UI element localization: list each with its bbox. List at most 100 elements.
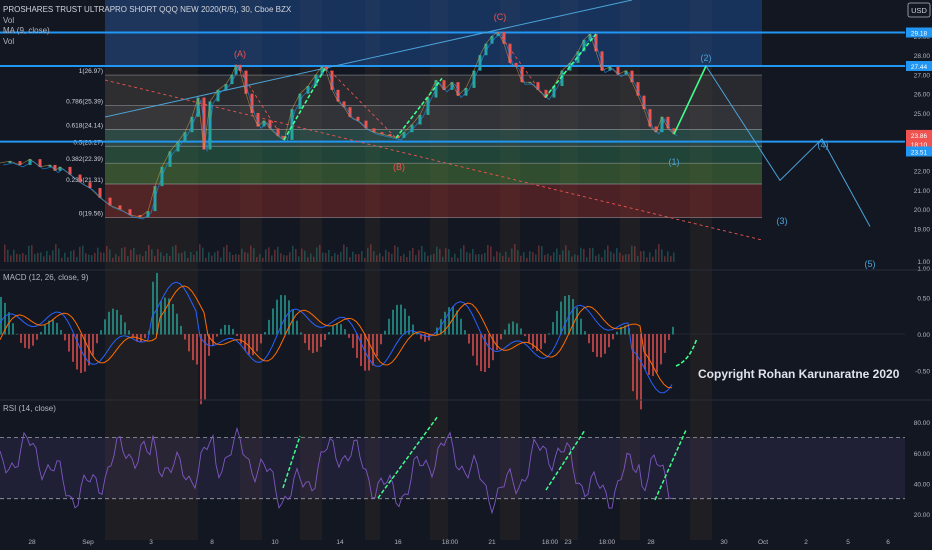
volume-bar bbox=[142, 256, 144, 262]
price-tag-label: 27.44 bbox=[911, 64, 928, 71]
volume-bar bbox=[502, 255, 504, 262]
volume-bar bbox=[664, 256, 666, 262]
rsi-tick-label: 20.00 bbox=[914, 512, 931, 519]
price-tag-label: 29.18 bbox=[911, 31, 928, 38]
volume-bar bbox=[31, 245, 33, 262]
volume-bar bbox=[466, 252, 468, 262]
macd-histogram-bar bbox=[512, 321, 514, 335]
time-tick-label: 14 bbox=[336, 539, 344, 546]
volume-bar bbox=[415, 255, 417, 262]
macd-histogram-bar bbox=[160, 301, 162, 335]
candle bbox=[68, 166, 72, 175]
candle bbox=[648, 109, 652, 127]
volume-bar bbox=[199, 244, 201, 262]
volume-bar bbox=[214, 252, 216, 262]
volume-bar bbox=[481, 254, 483, 262]
candle bbox=[48, 164, 52, 167]
price-tick-label: 21.00 bbox=[914, 188, 931, 195]
wave-label: (B) bbox=[393, 162, 405, 172]
candle bbox=[442, 80, 446, 90]
currency-button[interactable]: USD bbox=[907, 2, 931, 18]
volume-bar bbox=[28, 245, 30, 262]
candle bbox=[372, 128, 376, 133]
volume-bar bbox=[97, 247, 99, 262]
candle bbox=[600, 51, 604, 71]
volume-bar bbox=[130, 249, 132, 262]
candle bbox=[276, 128, 280, 137]
candle bbox=[128, 209, 132, 215]
fib-label: 0.236(21.31) bbox=[66, 177, 103, 184]
wave-label: (3) bbox=[777, 216, 788, 226]
price-line bbox=[0, 31, 675, 218]
volume-bar bbox=[463, 245, 465, 262]
candle bbox=[348, 107, 352, 117]
macd-histogram-bar bbox=[304, 334, 306, 344]
wave-label: (2) bbox=[701, 53, 712, 63]
volume-bar bbox=[235, 254, 237, 262]
price-tag bbox=[906, 129, 932, 140]
volume-bar bbox=[538, 245, 540, 262]
volume-bar bbox=[535, 254, 537, 262]
volume-bar bbox=[232, 254, 234, 262]
time-tick-label: 2 bbox=[804, 539, 808, 546]
candle bbox=[356, 116, 360, 121]
volume-bar bbox=[493, 256, 495, 262]
macd-histogram-bar bbox=[428, 334, 430, 341]
macd-histogram-bar bbox=[232, 328, 234, 335]
volume-bar bbox=[313, 256, 315, 262]
macd-histogram-bar bbox=[140, 334, 142, 342]
volume-bar bbox=[646, 257, 648, 262]
macd-histogram-bar bbox=[0, 296, 2, 335]
macd-histogram-bar bbox=[408, 315, 410, 335]
volume-bar bbox=[448, 249, 450, 262]
macd-histogram-bar bbox=[316, 334, 318, 352]
macd-histogram-bar bbox=[360, 334, 362, 367]
price-tag bbox=[906, 138, 932, 149]
macd-tick-label: 1.00 bbox=[917, 259, 930, 266]
volume-bar bbox=[325, 252, 327, 262]
candle bbox=[224, 84, 228, 90]
time-tick-label: Sep bbox=[82, 539, 94, 546]
volume-bar bbox=[544, 255, 546, 262]
volume-bar bbox=[598, 254, 600, 262]
volume-bar bbox=[259, 253, 261, 262]
candle bbox=[306, 86, 310, 94]
macd-histogram-bar bbox=[472, 334, 474, 356]
candle bbox=[78, 174, 82, 183]
volume-bar bbox=[427, 255, 429, 262]
volume-bar bbox=[568, 250, 570, 262]
volume-bar bbox=[349, 257, 351, 262]
volume-bar bbox=[457, 257, 459, 262]
macd-histogram-bar bbox=[672, 326, 674, 335]
macd-histogram-bar bbox=[620, 326, 622, 335]
candle bbox=[53, 164, 57, 171]
macd-histogram-bar bbox=[384, 330, 386, 335]
volume-bar bbox=[562, 250, 564, 262]
macd-histogram-bar bbox=[568, 295, 570, 335]
macd-histogram-bar bbox=[296, 320, 298, 335]
rsi-tick-label: 40.00 bbox=[914, 481, 931, 488]
price-tag-label: 23.86 bbox=[911, 133, 928, 140]
volume-bar bbox=[451, 257, 453, 262]
volume-bar bbox=[346, 246, 348, 262]
volume-bar bbox=[475, 254, 477, 262]
volume-bar bbox=[52, 250, 54, 262]
macd-histogram-bar bbox=[444, 311, 446, 335]
macd-histogram-bar bbox=[188, 334, 190, 352]
volume-bar bbox=[436, 246, 438, 262]
rsi-title: RSI (14, close) bbox=[3, 404, 56, 413]
volume-bar bbox=[193, 254, 195, 262]
volume-bar bbox=[241, 248, 243, 262]
candle bbox=[396, 136, 400, 138]
volume-bar bbox=[391, 253, 393, 262]
volume-bar bbox=[328, 249, 330, 262]
corrective-line bbox=[325, 66, 397, 139]
volume-bar bbox=[34, 253, 36, 262]
volume-bar bbox=[76, 256, 78, 262]
fib-label: 0.786(25.39) bbox=[66, 98, 103, 105]
time-tick-label: 8 bbox=[210, 539, 214, 546]
volume-bar bbox=[496, 251, 498, 262]
corrective-line bbox=[497, 31, 546, 98]
price-tick-label: 19.00 bbox=[914, 226, 931, 233]
